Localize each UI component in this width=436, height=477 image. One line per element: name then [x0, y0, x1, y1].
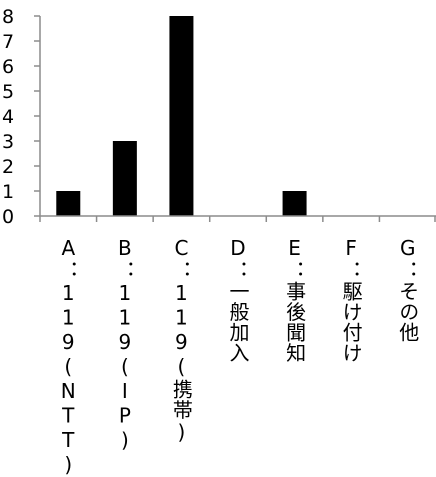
y-tick-label: 1 [2, 181, 14, 203]
bar [282, 191, 307, 216]
y-tick-label: 7 [2, 31, 14, 53]
axes [39, 16, 436, 222]
bars [56, 16, 307, 216]
y-tick-label: 3 [2, 131, 14, 153]
x-category-label: D：一般加入 [226, 236, 250, 363]
y-axis-tick-labels: 0 1 2 3 4 5 6 7 8 [2, 6, 14, 228]
y-tick-label: 2 [2, 156, 14, 178]
x-category-label: F：駆け付け [339, 236, 364, 363]
x-category-label: B：119(IP) [112, 236, 137, 453]
bar [56, 191, 81, 216]
x-category-label: C：119(携帯) [169, 236, 194, 445]
y-tick-label: 0 [2, 206, 14, 228]
y-tick-label: 8 [2, 6, 14, 28]
y-axis-ticks [34, 15, 40, 217]
y-tick-label: 4 [2, 106, 14, 128]
bar-chart: 0 1 2 3 4 5 6 7 8 [2, 6, 436, 228]
bar [169, 16, 194, 216]
y-tick-label: 6 [2, 56, 14, 78]
x-category-label: G：その他 [395, 236, 420, 343]
bar [112, 141, 137, 216]
x-category-label: A：119(NTT) [56, 236, 81, 477]
x-category-label: E：事後聞知 [282, 236, 307, 363]
y-tick-label: 5 [2, 81, 14, 103]
